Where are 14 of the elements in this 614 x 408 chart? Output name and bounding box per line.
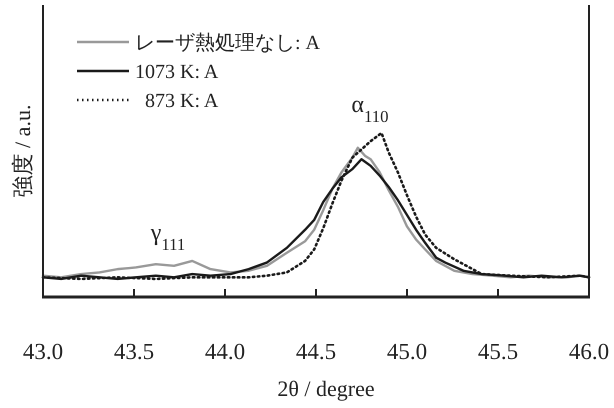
x-axis-title: 2θ / degree [277, 376, 375, 401]
legend-label: 873 K: A [145, 90, 219, 112]
x-tick-label: 44.0 [204, 339, 246, 364]
legend-label: レーザ熱処理なし: A [135, 32, 321, 54]
annotation: γ$_{111}$ [150, 220, 186, 254]
y-axis-title: 強度 / a.u. [10, 104, 35, 198]
x-tick-label: 43.5 [114, 339, 154, 364]
x-tick-label: 46.0 [568, 339, 610, 364]
x-tick-label: 44.5 [296, 339, 336, 364]
legend-label: 1073 K: A [135, 61, 219, 83]
x-tick-label: 45.5 [478, 339, 518, 364]
x-tick-label: 43.0 [22, 339, 64, 364]
x-tick-label: 45.0 [386, 339, 428, 364]
text: α$_{110}$ [351, 92, 389, 126]
